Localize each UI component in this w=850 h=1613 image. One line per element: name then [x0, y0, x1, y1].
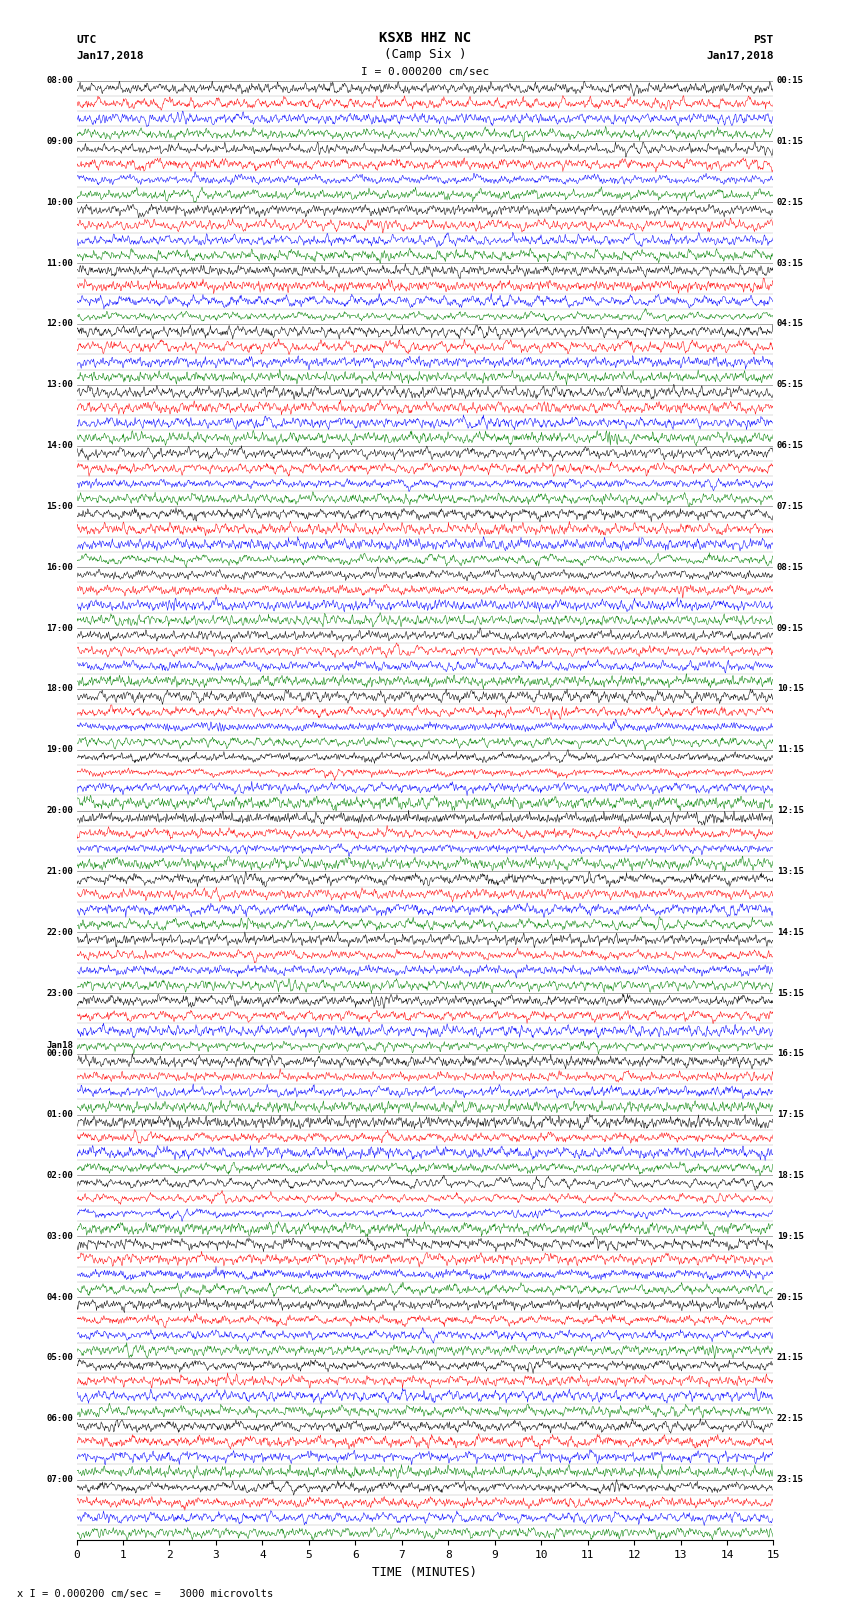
X-axis label: TIME (MINUTES): TIME (MINUTES) [372, 1566, 478, 1579]
Text: 08:15: 08:15 [777, 563, 804, 571]
Text: 23:15: 23:15 [777, 1476, 804, 1484]
Text: I = 0.000200 cm/sec: I = 0.000200 cm/sec [361, 68, 489, 77]
Text: 09:15: 09:15 [777, 624, 804, 632]
Text: 02:00: 02:00 [46, 1171, 73, 1181]
Text: 00:00: 00:00 [46, 1050, 73, 1058]
Text: 19:15: 19:15 [777, 1232, 804, 1240]
Text: 22:00: 22:00 [46, 927, 73, 937]
Text: 11:15: 11:15 [777, 745, 804, 755]
Text: 18:00: 18:00 [46, 684, 73, 694]
Text: 01:15: 01:15 [777, 137, 804, 145]
Text: Jan17,2018: Jan17,2018 [706, 52, 774, 61]
Text: 21:15: 21:15 [777, 1353, 804, 1363]
Text: x I = 0.000200 cm/sec =   3000 microvolts: x I = 0.000200 cm/sec = 3000 microvolts [17, 1589, 273, 1598]
Text: 21:00: 21:00 [46, 866, 73, 876]
Text: 09:00: 09:00 [46, 137, 73, 145]
Text: 12:15: 12:15 [777, 806, 804, 815]
Text: 01:00: 01:00 [46, 1110, 73, 1119]
Text: 19:00: 19:00 [46, 745, 73, 755]
Text: 08:00: 08:00 [46, 76, 73, 85]
Text: 13:00: 13:00 [46, 381, 73, 389]
Text: 15:00: 15:00 [46, 502, 73, 511]
Text: 07:00: 07:00 [46, 1476, 73, 1484]
Text: 10:15: 10:15 [777, 684, 804, 694]
Text: 03:00: 03:00 [46, 1232, 73, 1240]
Text: 12:00: 12:00 [46, 319, 73, 329]
Text: 11:00: 11:00 [46, 258, 73, 268]
Text: 13:15: 13:15 [777, 866, 804, 876]
Text: 04:15: 04:15 [777, 319, 804, 329]
Text: Jan18: Jan18 [46, 1040, 73, 1050]
Text: 10:00: 10:00 [46, 198, 73, 206]
Text: 20:15: 20:15 [777, 1292, 804, 1302]
Text: 14:00: 14:00 [46, 440, 73, 450]
Text: (Camp Six ): (Camp Six ) [383, 48, 467, 61]
Text: UTC: UTC [76, 35, 97, 45]
Text: PST: PST [753, 35, 774, 45]
Text: 16:00: 16:00 [46, 563, 73, 571]
Text: Jan17,2018: Jan17,2018 [76, 52, 144, 61]
Text: 06:00: 06:00 [46, 1415, 73, 1423]
Text: 05:15: 05:15 [777, 381, 804, 389]
Text: 00:15: 00:15 [777, 76, 804, 85]
Text: 02:15: 02:15 [777, 198, 804, 206]
Text: 03:15: 03:15 [777, 258, 804, 268]
Text: 05:00: 05:00 [46, 1353, 73, 1363]
Text: 14:15: 14:15 [777, 927, 804, 937]
Text: 17:00: 17:00 [46, 624, 73, 632]
Text: 16:15: 16:15 [777, 1050, 804, 1058]
Text: 20:00: 20:00 [46, 806, 73, 815]
Text: 04:00: 04:00 [46, 1292, 73, 1302]
Text: KSXB HHZ NC: KSXB HHZ NC [379, 31, 471, 45]
Text: 17:15: 17:15 [777, 1110, 804, 1119]
Text: 23:00: 23:00 [46, 989, 73, 997]
Text: 07:15: 07:15 [777, 502, 804, 511]
Text: 22:15: 22:15 [777, 1415, 804, 1423]
Text: 18:15: 18:15 [777, 1171, 804, 1181]
Text: 06:15: 06:15 [777, 440, 804, 450]
Text: 15:15: 15:15 [777, 989, 804, 997]
